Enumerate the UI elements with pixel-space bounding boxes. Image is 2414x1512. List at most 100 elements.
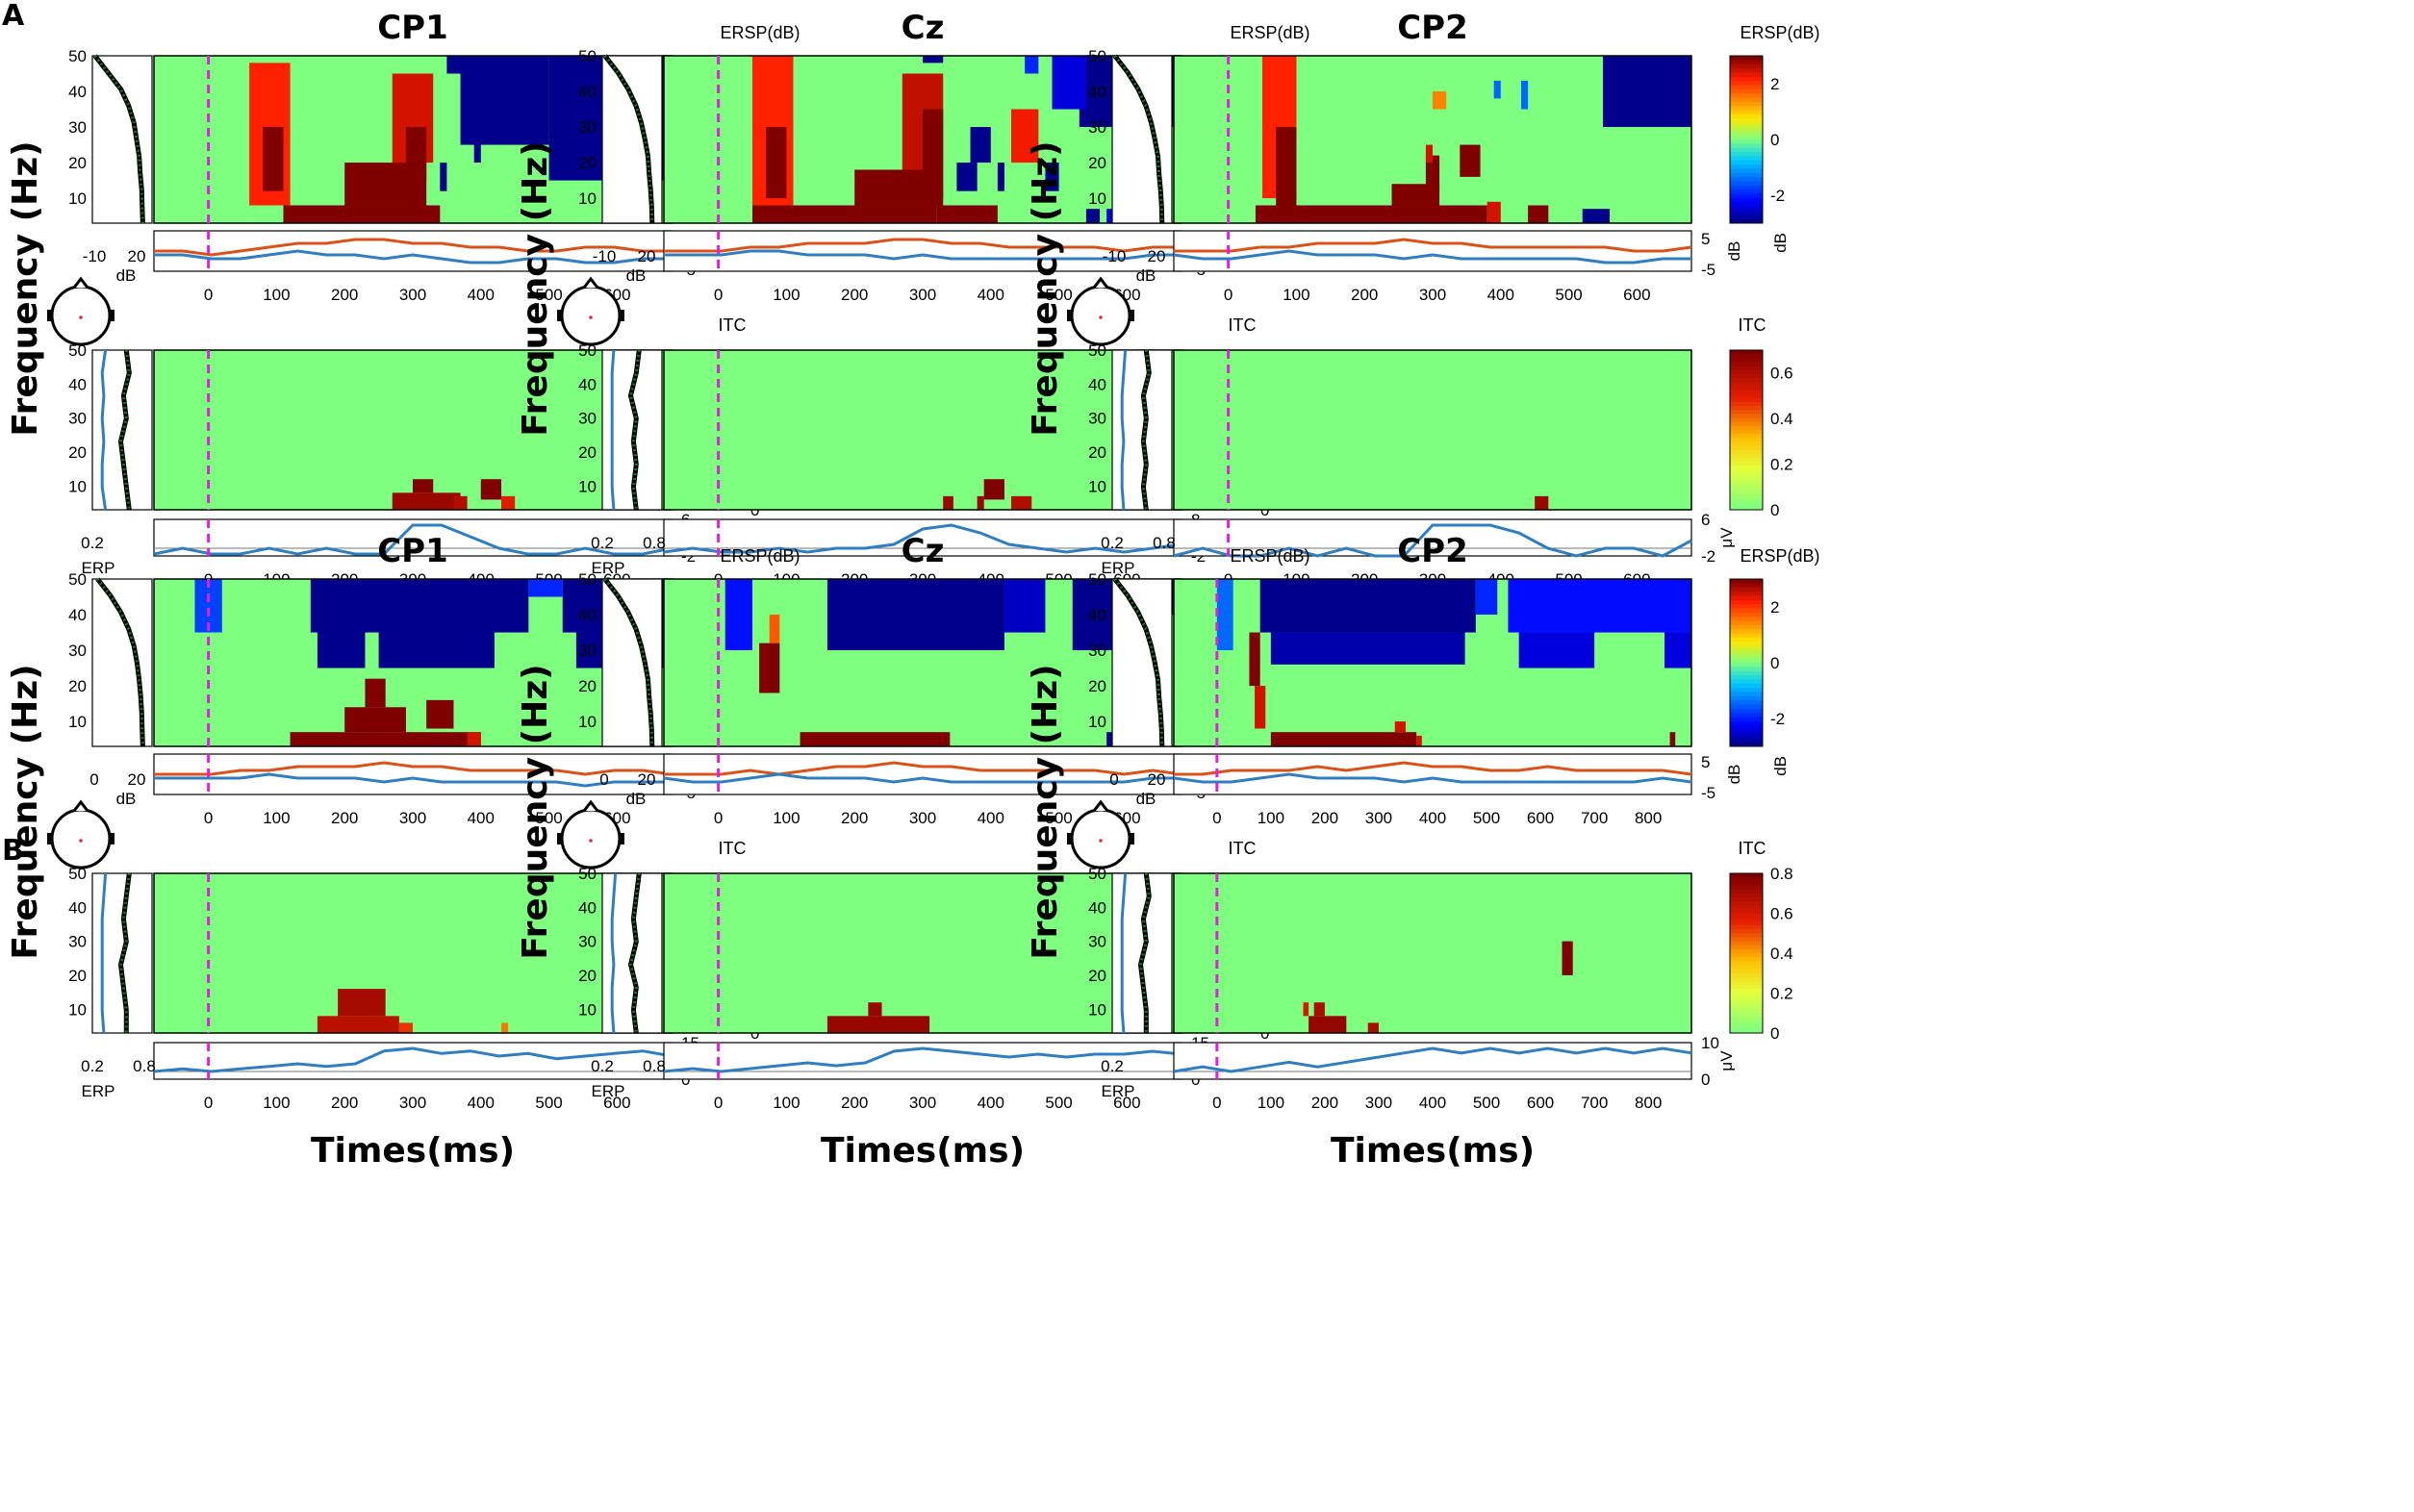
erp-label: ERP	[82, 1082, 115, 1100]
erp-trace	[153, 523, 673, 556]
itc-colorbar-step	[1730, 473, 1763, 479]
erp-x-tick-label: 200	[331, 1094, 358, 1112]
itc-colorbar-tick: 0.6	[1770, 905, 1793, 923]
itc-y-tick-label: 40	[68, 898, 87, 917]
ersp-min-trace	[154, 772, 672, 788]
ersp-blob	[1085, 209, 1101, 223]
ersp-y-tick-label: 20	[1088, 154, 1106, 172]
electrode-dot-icon	[1099, 839, 1103, 843]
ersp-max-trace	[664, 761, 1182, 776]
electrode-dot-icon	[79, 839, 83, 843]
erp-x-tick-label: 100	[1258, 1094, 1284, 1112]
ersp-blob	[1255, 205, 1487, 223]
ersp-blob	[1460, 144, 1481, 177]
itc-colorbar-step	[1730, 965, 1763, 970]
baseline-spectrum-dots	[96, 578, 144, 747]
ersp-y-tick-label: 40	[68, 83, 87, 101]
y-axis-label: Frequency (Hz)	[6, 664, 45, 959]
head-icon	[50, 808, 112, 869]
electrode-dot-icon	[589, 839, 593, 843]
ersp-colorbar-step	[1730, 654, 1763, 660]
ersp-colorbar-label: ERSP(dB)	[1230, 546, 1309, 566]
y-axis-label: Frequency (Hz)	[1026, 140, 1065, 436]
itc-colorbar-step	[1730, 1017, 1763, 1022]
itc-side-tick-left: 0.2	[591, 534, 614, 552]
ersp-y-tick-label: 50	[1088, 570, 1106, 589]
ersp-x-tick-label: 500	[1555, 286, 1582, 304]
itc-colorbar-step	[1730, 889, 1763, 895]
itc-side-tick-left: 0.2	[1101, 534, 1124, 552]
ersp-colorbar-step	[1730, 68, 1763, 73]
head-icon	[1070, 285, 1131, 346]
ersp-blob	[1416, 735, 1422, 746]
ersp-colorbar-step	[1730, 143, 1763, 149]
ersp-colorbar-step	[1730, 210, 1763, 215]
ersp-colorbar-tick: 2	[1770, 75, 1779, 93]
ersp-blob	[1004, 579, 1046, 633]
itc-y-tick-label: 10	[68, 1000, 87, 1019]
itc-colorbar-tick: 0.4	[1770, 410, 1793, 428]
subplot-title: CP2	[1397, 9, 1468, 47]
itc-side-tick-right: 0.8	[643, 1057, 666, 1075]
ersp-colorbar-step	[1730, 733, 1763, 739]
itc-y-tick-label: 10	[578, 477, 597, 495]
ersp-colorbar-step	[1730, 700, 1763, 705]
itc-colorbar-step	[1730, 486, 1763, 491]
ersp-x-tick-label: 0	[1224, 286, 1232, 304]
itc-y-tick-label: 30	[68, 410, 87, 428]
ersp-blob	[1052, 56, 1086, 110]
itc-colorbar-step	[1730, 469, 1763, 475]
itc-blob	[501, 1022, 509, 1033]
ersp-y-tick-label: 50	[1088, 47, 1106, 65]
itc-y-tick-label: 50	[1088, 341, 1106, 360]
ersp-colorbar-unit: dB	[1771, 756, 1790, 776]
ersp-blob	[1270, 632, 1465, 665]
ersp-x-tick-label: 300	[909, 809, 936, 827]
ersp-colorbar-step	[1730, 101, 1763, 107]
itc-colorbar-step	[1730, 421, 1763, 427]
itc-colorbar-step	[1730, 501, 1763, 507]
itc-colorbar-step	[1730, 985, 1763, 990]
erp-x-tick-label: 300	[909, 1094, 936, 1112]
itc-colorbar-step	[1730, 401, 1763, 407]
ersp-max-trace	[1174, 238, 1692, 253]
itc-colorbar-step	[1730, 481, 1763, 487]
itc-blob	[826, 1016, 930, 1033]
ersp-colorbar-step	[1730, 742, 1763, 747]
ersp-blob	[1255, 686, 1266, 729]
ersp-trace-box	[1173, 230, 1692, 272]
ersp-colorbar-label: ERSP(dB)	[720, 546, 800, 566]
ersp-colorbar-step	[1730, 118, 1763, 124]
itc-mean-line	[610, 349, 616, 511]
itc-blob	[480, 479, 502, 500]
itc-colorbar-step	[1730, 913, 1763, 919]
ersp-y-tick-label: 40	[578, 83, 597, 101]
ersp-trace-box	[1173, 753, 1692, 795]
itc-blob	[1313, 1002, 1325, 1017]
itc-y-tick-label: 30	[1088, 933, 1106, 951]
ersp-colorbar-step	[1730, 683, 1763, 689]
itc-colorbar-step	[1730, 358, 1763, 363]
ersp-y-tick-label: 40	[68, 606, 87, 624]
itc-colorbar-tick: 0.2	[1770, 456, 1793, 474]
erp-x-tick-label: 600	[1527, 1094, 1554, 1112]
ersp-blob	[1072, 579, 1114, 651]
baseline-tick-left: 0	[599, 770, 608, 789]
head-icon	[1070, 808, 1131, 869]
ersp-colorbar-step	[1730, 214, 1763, 220]
erp-x-tick-label: 0	[714, 1094, 723, 1112]
itc-y-tick-label: 20	[1088, 443, 1106, 462]
itc-colorbar-step	[1730, 917, 1763, 922]
ersp-colorbar-step	[1730, 720, 1763, 726]
itc-colorbar-step	[1730, 410, 1763, 415]
itc-colorbar-tick: 0	[1770, 501, 1779, 519]
itc-colorbar-step	[1730, 505, 1763, 511]
ersp-colorbar-step	[1730, 624, 1763, 630]
itc-colorbar-label: ITC	[1229, 839, 1257, 858]
x-axis-label: Times(ms)	[311, 1131, 515, 1171]
ersp-trace-unit: dB	[1725, 241, 1743, 262]
erp-x-tick-label: 0	[1212, 1094, 1221, 1112]
ersp-x-tick-label: 500	[535, 286, 562, 304]
